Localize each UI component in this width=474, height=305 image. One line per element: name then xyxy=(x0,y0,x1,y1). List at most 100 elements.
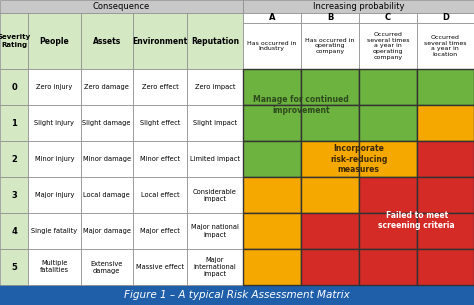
Bar xyxy=(417,69,474,105)
Bar xyxy=(359,69,417,105)
Bar xyxy=(243,23,301,69)
Bar xyxy=(133,13,187,69)
Bar xyxy=(133,213,187,249)
Text: Major damage: Major damage xyxy=(82,228,131,234)
Bar xyxy=(0,285,474,305)
Text: Extensive
damage: Extensive damage xyxy=(91,260,123,274)
Bar xyxy=(81,213,133,249)
Text: Increasing probability: Increasing probability xyxy=(312,2,404,11)
Text: Manage for continued
improvement: Manage for continued improvement xyxy=(253,95,349,115)
Text: Occurred
several times
a year in
location: Occurred several times a year in locatio… xyxy=(424,35,466,57)
Bar xyxy=(187,213,243,249)
Text: Minor effect: Minor effect xyxy=(140,156,180,162)
Bar xyxy=(187,177,243,213)
Bar xyxy=(0,249,28,285)
Text: Single fatality: Single fatality xyxy=(31,228,77,234)
Text: Slight damage: Slight damage xyxy=(82,120,131,126)
Bar xyxy=(359,213,417,249)
Bar xyxy=(0,105,28,141)
Text: Slight impact: Slight impact xyxy=(193,120,237,126)
Bar xyxy=(81,177,133,213)
Bar xyxy=(359,105,417,141)
Bar xyxy=(0,141,28,177)
Bar xyxy=(301,213,359,249)
Text: Environment: Environment xyxy=(132,37,188,45)
Bar xyxy=(243,177,301,213)
Text: People: People xyxy=(39,37,69,45)
Text: Major effect: Major effect xyxy=(140,228,180,234)
Text: Multiple
fatalities: Multiple fatalities xyxy=(40,260,69,274)
Text: Reputation: Reputation xyxy=(191,37,239,45)
Text: Major injury: Major injury xyxy=(35,192,74,198)
Text: Has occurred in
operating
company: Has occurred in operating company xyxy=(305,38,355,54)
Bar xyxy=(81,105,133,141)
Text: 5: 5 xyxy=(11,263,17,271)
Text: Slight effect: Slight effect xyxy=(140,120,180,126)
Bar xyxy=(417,105,474,141)
Bar xyxy=(243,69,301,105)
Text: Minor injury: Minor injury xyxy=(35,156,74,162)
Text: Local effect: Local effect xyxy=(141,192,179,198)
Bar xyxy=(359,141,417,177)
Bar xyxy=(0,0,243,13)
Bar xyxy=(417,213,474,249)
Bar xyxy=(133,249,187,285)
Bar xyxy=(243,141,301,177)
Bar xyxy=(417,141,474,177)
Text: B: B xyxy=(327,13,333,23)
Bar xyxy=(417,13,474,23)
Bar xyxy=(243,0,474,13)
Bar xyxy=(133,105,187,141)
Text: 3: 3 xyxy=(11,191,17,199)
Text: Figure 1 – A typical Risk Assessment Matrix: Figure 1 – A typical Risk Assessment Mat… xyxy=(124,290,350,300)
Bar xyxy=(243,249,301,285)
Bar xyxy=(0,213,28,249)
Bar xyxy=(243,13,301,23)
Bar xyxy=(133,177,187,213)
Text: 0: 0 xyxy=(11,82,17,92)
Text: Zero damage: Zero damage xyxy=(84,84,129,90)
Bar xyxy=(301,69,359,105)
Text: A: A xyxy=(268,13,275,23)
Bar xyxy=(301,249,359,285)
Text: Zero injury: Zero injury xyxy=(36,84,73,90)
Text: Considerable
impact: Considerable impact xyxy=(193,188,237,202)
Bar xyxy=(28,177,81,213)
Text: Severity
Rating: Severity Rating xyxy=(0,34,31,48)
Bar xyxy=(359,249,417,285)
Bar xyxy=(81,13,133,69)
Bar xyxy=(0,13,28,69)
Text: Major national
impact: Major national impact xyxy=(191,224,239,238)
Text: Assets: Assets xyxy=(92,37,121,45)
Bar xyxy=(28,141,81,177)
Text: C: C xyxy=(385,13,391,23)
Bar xyxy=(417,177,474,213)
Bar xyxy=(301,13,359,23)
Bar xyxy=(28,69,81,105)
Bar xyxy=(301,105,359,141)
Bar xyxy=(187,69,243,105)
Bar xyxy=(133,141,187,177)
Bar xyxy=(301,23,359,69)
Bar xyxy=(81,249,133,285)
Text: Massive effect: Massive effect xyxy=(136,264,184,270)
Bar xyxy=(243,105,301,141)
Text: Zero impact: Zero impact xyxy=(195,84,235,90)
Text: 4: 4 xyxy=(11,227,17,235)
Bar xyxy=(301,177,359,213)
Bar xyxy=(359,23,417,69)
Text: Slight injury: Slight injury xyxy=(35,120,74,126)
Text: D: D xyxy=(442,13,449,23)
Bar xyxy=(0,69,28,105)
Bar xyxy=(359,13,417,23)
Bar xyxy=(187,13,243,69)
Text: Local damage: Local damage xyxy=(83,192,130,198)
Text: Consequence: Consequence xyxy=(92,2,150,11)
Text: 2: 2 xyxy=(11,155,17,163)
Text: Occurred
several times
a year in
operating
company: Occurred several times a year in operati… xyxy=(367,32,409,60)
Bar xyxy=(0,177,28,213)
Text: Minor damage: Minor damage xyxy=(82,156,131,162)
Bar xyxy=(28,13,81,69)
Bar xyxy=(187,249,243,285)
Bar xyxy=(81,69,133,105)
